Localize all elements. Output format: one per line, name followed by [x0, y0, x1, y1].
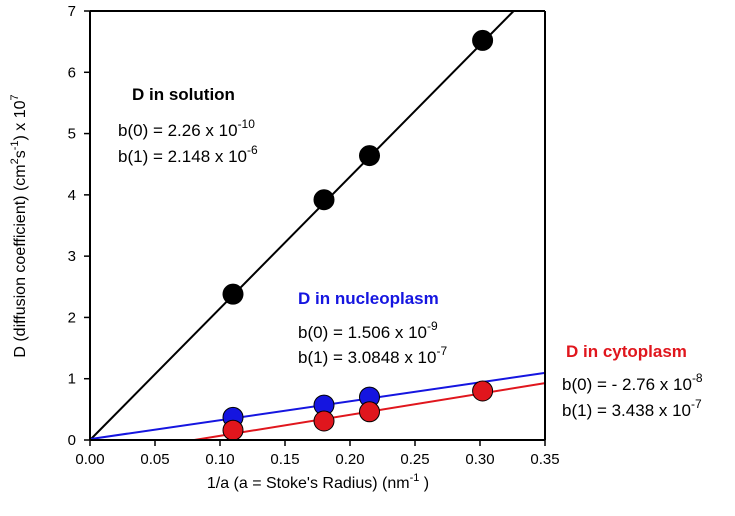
x-tick-label: 0.00: [75, 451, 104, 468]
annotation-nucleoplasm: D in nucleoplasm b(0) = 1.506 x 10-9 b(1…: [298, 289, 447, 367]
y-tick-label: 2: [68, 309, 76, 326]
annotation-cytoplasm: D in cytoplasm b(0) = - 2.76 x 10-8 b(1)…: [562, 342, 703, 420]
data-point-2-0: [222, 419, 244, 441]
annotation-cytoplasm-title: D in cytoplasm: [566, 342, 687, 361]
data-points: [222, 29, 494, 441]
annotation-nucleoplasm-title: D in nucleoplasm: [298, 289, 439, 308]
data-point-0-2: [359, 145, 380, 167]
x-tick-label: 0.35: [530, 451, 559, 468]
y-tick-label: 0: [68, 432, 76, 449]
annotation-solution-title: D in solution: [132, 85, 235, 104]
annotation-solution: D in solution b(0) = 2.26 x 10-10 b(1) =…: [118, 85, 258, 166]
data-point-2-3: [472, 380, 494, 402]
y-tick-label: 7: [68, 3, 76, 20]
fit-line-0: [89, 10, 515, 441]
annotation-cytoplasm-b0: b(0) = - 2.76 x 10-8: [562, 371, 703, 394]
x-tick-label: 0.30: [465, 451, 494, 468]
annotation-nucleoplasm-b0: b(0) = 1.506 x 10-9: [298, 319, 438, 342]
axes: [84, 10, 546, 446]
y-tick-label: 1: [68, 371, 76, 388]
y-tick-label: 5: [68, 126, 76, 143]
data-point-2-2: [359, 401, 380, 423]
tick-labels: 0.00 0.05 0.10 0.15 0.20 0.25 0.30 0.35 0 1 2 3 4 5 6 7: [68, 3, 560, 468]
y-tick-label: 6: [68, 64, 76, 81]
x-tick-label: 0.10: [205, 451, 234, 468]
data-point-0-3: [472, 29, 494, 51]
y-axis-label: D (diffusion coefficient) (cm2s-1) x 107: [9, 94, 29, 357]
annotation-solution-b1: b(1) = 2.148 x 10-6: [118, 143, 258, 166]
data-point-0-1: [313, 189, 335, 211]
annotation-cytoplasm-b1: b(1) = 3.438 x 10-7: [562, 397, 702, 420]
x-tick-label: 0.05: [140, 451, 169, 468]
y-tick-label: 4: [68, 187, 76, 204]
fit-lines: [89, 10, 546, 441]
data-point-2-1: [313, 410, 335, 432]
y-tick-label: 3: [68, 248, 76, 265]
x-tick-label: 0.15: [270, 451, 299, 468]
data-point-0-0: [222, 283, 244, 305]
x-tick-label: 0.25: [400, 451, 429, 468]
x-axis-label: 1/a (a = Stoke's Radius) (nm-1 ): [207, 472, 429, 492]
x-tick-label: 0.20: [335, 451, 364, 468]
annotation-solution-b0: b(0) = 2.26 x 10-10: [118, 117, 255, 140]
annotation-nucleoplasm-b1: b(1) = 3.0848 x 10-7: [298, 344, 447, 367]
